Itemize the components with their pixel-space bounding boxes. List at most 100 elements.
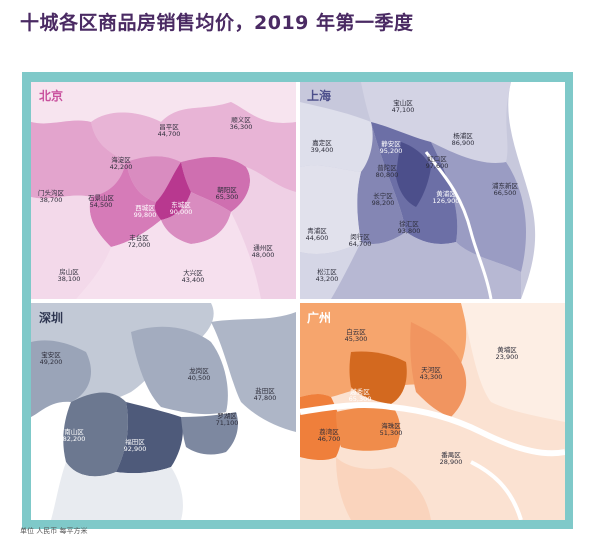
district-name: 静安区 [381, 139, 401, 148]
district-name: 宝安区 [41, 350, 61, 359]
district-name: 长宁区 [373, 191, 393, 200]
district-name: 顺义区 [231, 116, 251, 124]
beijing-label: 北京 [39, 88, 63, 103]
district-price: 42,200 [110, 163, 133, 171]
district-price: 93,800 [398, 227, 421, 235]
district-name: 闵行区 [350, 232, 370, 241]
district-name: 浦东新区 [492, 181, 519, 190]
district-price: 51,300 [380, 429, 403, 437]
district-price: 80,800 [376, 171, 399, 179]
district-price: 90,000 [170, 208, 193, 216]
district-price: 38,700 [40, 196, 63, 204]
district-name: 天河区 [421, 366, 441, 374]
district-price: 43,400 [182, 276, 205, 284]
district-name: 海珠区 [381, 421, 401, 430]
district-name: 门头沟区 [38, 188, 65, 197]
district-name: 罗湖区 [217, 411, 237, 420]
district-name: 虹口区 [427, 154, 447, 163]
district-price: 71,100 [216, 419, 239, 427]
district-price: 28,900 [440, 458, 463, 466]
district-price: 49,200 [40, 358, 63, 366]
district-name: 海淀区 [111, 155, 131, 164]
four-city-map: 北京 上海 深圳 [31, 82, 565, 520]
district-price: 46,700 [318, 435, 341, 443]
district-name: 南山区 [64, 427, 84, 436]
district-name: 越秀区 [350, 387, 370, 396]
district-name: 昌平区 [159, 123, 179, 131]
district-name: 东城区 [171, 200, 191, 209]
district-price: 48,000 [252, 251, 275, 259]
district-name: 杨浦区 [453, 131, 473, 140]
district-name: 番禺区 [441, 451, 461, 459]
district-price: 43,200 [316, 275, 339, 283]
district-name: 白云区 [346, 327, 366, 336]
shanghai-label: 上海 [307, 88, 331, 103]
district-price: 38,100 [58, 275, 81, 283]
district-name: 松江区 [317, 267, 337, 276]
district-price: 43,300 [420, 373, 443, 381]
district-name: 青浦区 [307, 226, 327, 235]
district-price: 23,900 [496, 353, 519, 361]
district-name: 黄埔区 [497, 345, 517, 354]
district-price: 40,500 [188, 374, 211, 382]
district-price: 65,300 [349, 395, 372, 403]
district-name: 丰台区 [129, 233, 149, 242]
district-price: 86,900 [452, 139, 475, 147]
district-price: 82,200 [63, 435, 86, 443]
district-name: 通州区 [253, 243, 273, 252]
district-name: 房山区 [59, 267, 79, 276]
district-name: 龙岗区 [189, 366, 209, 375]
district-price: 64,700 [349, 240, 372, 248]
district-name: 宝山区 [393, 98, 413, 107]
district-price: 44,700 [158, 130, 181, 138]
district-name: 黄浦区 [436, 189, 456, 198]
district-name: 福田区 [125, 437, 145, 446]
district-name: 荔湾区 [319, 427, 339, 436]
beijing-panel: 北京 [31, 82, 296, 299]
shenzhen-panel: 深圳 [31, 303, 296, 520]
district-price: 47,800 [254, 394, 277, 402]
page-title: 十城各区商品房销售均价，2019 年第一季度 [20, 12, 414, 34]
district-name: 大兴区 [183, 268, 203, 277]
district-price: 44,600 [306, 234, 329, 242]
district-price: 65,300 [216, 193, 239, 201]
shanghai-panel: 上海 [300, 82, 565, 300]
unit-footnote: 单位 人民币 每平方米 [20, 527, 88, 535]
district-price: 39,400 [311, 146, 334, 154]
district-name: 嘉定区 [312, 138, 332, 147]
district-name: 盐田区 [255, 386, 275, 395]
district-name: 西城区 [135, 204, 155, 212]
